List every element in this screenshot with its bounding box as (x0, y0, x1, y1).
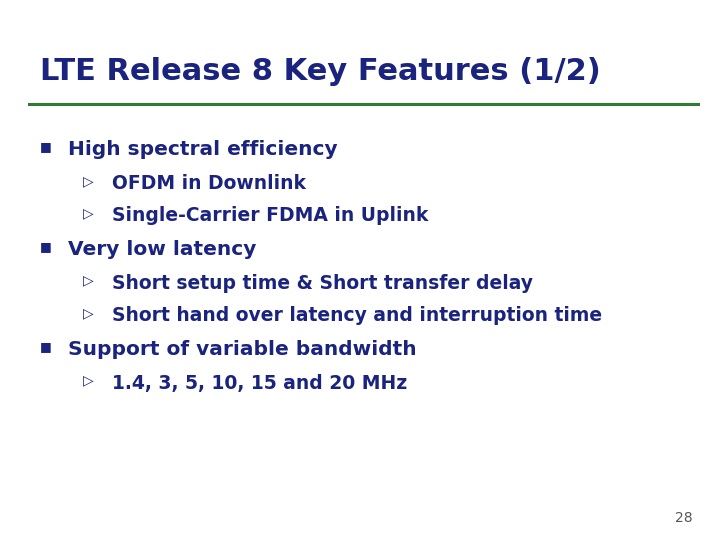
Text: High spectral efficiency: High spectral efficiency (68, 140, 338, 159)
Text: 1.4, 3, 5, 10, 15 and 20 MHz: 1.4, 3, 5, 10, 15 and 20 MHz (112, 374, 407, 393)
Text: ▷: ▷ (83, 306, 94, 320)
Text: ▷: ▷ (83, 206, 94, 220)
Text: Short setup time & Short transfer delay: Short setup time & Short transfer delay (112, 274, 533, 293)
Text: Single-Carrier FDMA in Uplink: Single-Carrier FDMA in Uplink (112, 206, 428, 225)
Text: ■: ■ (40, 240, 51, 253)
Text: Very low latency: Very low latency (68, 240, 257, 259)
Text: 28: 28 (675, 511, 693, 525)
Text: ■: ■ (40, 340, 51, 353)
Text: ▷: ▷ (83, 374, 94, 388)
Text: OFDM in Downlink: OFDM in Downlink (112, 174, 305, 193)
Text: ▷: ▷ (83, 174, 94, 188)
Text: Support of variable bandwidth: Support of variable bandwidth (68, 340, 417, 359)
Text: Short hand over latency and interruption time: Short hand over latency and interruption… (112, 306, 602, 325)
Text: ▷: ▷ (83, 274, 94, 288)
Text: ■: ■ (40, 140, 51, 153)
Text: LTE Release 8 Key Features (1/2): LTE Release 8 Key Features (1/2) (40, 57, 600, 86)
